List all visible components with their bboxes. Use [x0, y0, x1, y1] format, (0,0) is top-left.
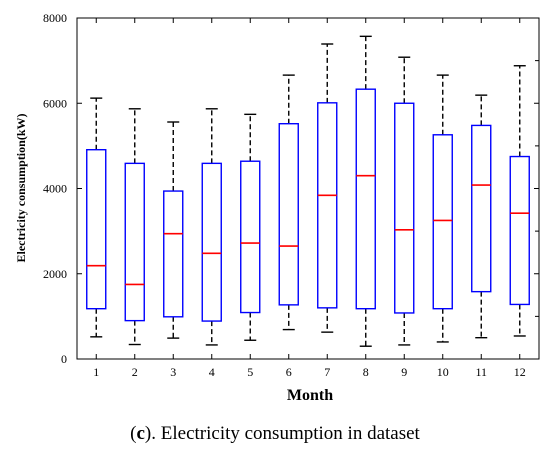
y-axis-title: Electricity consumption(kW) — [14, 114, 28, 263]
x-tick-label-6: 6 — [286, 365, 292, 379]
box-12 — [509, 155, 530, 306]
x-tick-label-12: 12 — [514, 365, 526, 379]
x-tick-label-1: 1 — [93, 365, 99, 379]
box-5 — [240, 160, 261, 314]
caption-label: c — [136, 423, 145, 444]
x-axis-title: Month — [287, 387, 333, 404]
x-tick-label-4: 4 — [209, 365, 215, 379]
caption-text: . Electricity consumption in dataset — [151, 423, 420, 444]
x-tick-label-9: 9 — [401, 365, 407, 379]
y-tick-label-4000: 4000 — [43, 182, 67, 196]
box-11 — [471, 124, 492, 293]
y-tick-label-8000: 8000 — [43, 11, 67, 25]
x-tick-label-3: 3 — [170, 365, 176, 379]
x-tick-label-5: 5 — [247, 365, 253, 379]
box-10 — [432, 134, 453, 310]
y-tick-label-0: 0 — [61, 352, 67, 366]
plot-frame — [76, 17, 540, 360]
box-2 — [124, 162, 145, 322]
box-3 — [163, 190, 184, 318]
x-tick-label-11: 11 — [475, 365, 487, 379]
box-4 — [201, 162, 222, 322]
x-tick-label-10: 10 — [437, 365, 449, 379]
box-6 — [278, 123, 299, 306]
box-8 — [355, 88, 376, 310]
box-1 — [86, 149, 107, 310]
x-tick-label-2: 2 — [132, 365, 138, 379]
box-7 — [317, 102, 338, 309]
x-tick-label-8: 8 — [363, 365, 369, 379]
y-tick-label-2000: 2000 — [43, 267, 67, 281]
box-9 — [394, 102, 415, 314]
figure-caption: (c). Electricity consumption in dataset — [130, 423, 420, 444]
x-tick-label-7: 7 — [324, 365, 330, 379]
y-tick-label-6000: 6000 — [43, 96, 67, 110]
